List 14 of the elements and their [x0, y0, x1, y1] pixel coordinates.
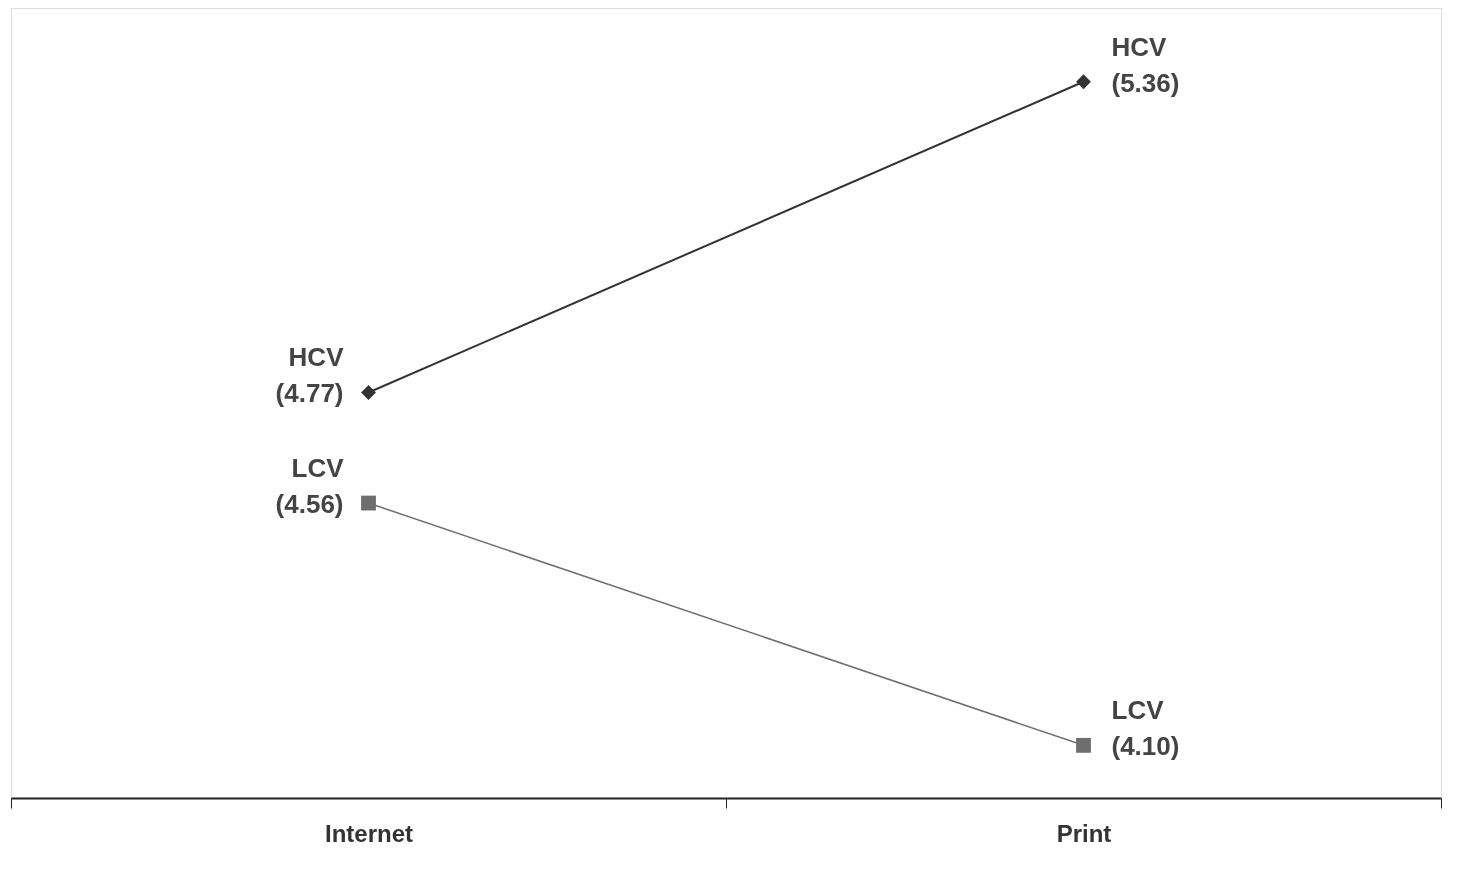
series-label: HCV — [288, 342, 345, 373]
data-label: (5.36) — [1111, 67, 1180, 98]
data-label: (4.56) — [275, 489, 344, 520]
point — [1076, 737, 1091, 753]
text: LCV — [1111, 695, 1164, 726]
point — [361, 495, 376, 511]
data-label: (4.10) — [1111, 731, 1180, 762]
text: HCV — [1111, 31, 1167, 62]
point — [361, 385, 376, 400]
x-tick-label: Print — [1056, 819, 1112, 847]
series-label: LCV — [291, 453, 345, 484]
point — [1076, 74, 1091, 90]
data-label: (4.77) — [275, 378, 344, 409]
x-tick-label: Internet — [324, 819, 414, 847]
